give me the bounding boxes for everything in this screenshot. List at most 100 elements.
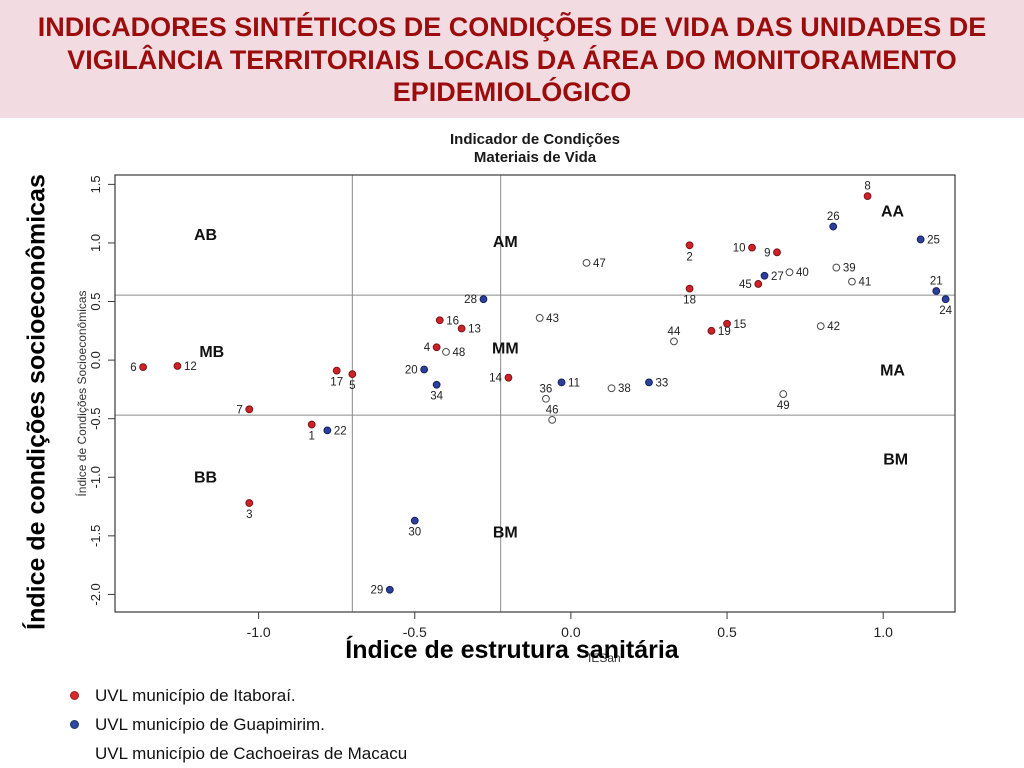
legend-item-cachoeiras: UVL município de Cachoeiras de Macacu — [70, 739, 407, 768]
y-tick-label: -0.5 — [88, 407, 103, 429]
data-point-49 — [779, 390, 788, 398]
zone-label-ma: MA — [880, 363, 905, 380]
point-label-24: 24 — [939, 305, 952, 317]
data-point-13 — [457, 324, 466, 333]
data-point-20 — [420, 365, 429, 374]
data-point-9 — [773, 248, 781, 257]
point-label-49: 49 — [777, 400, 790, 412]
point-label-6: 6 — [130, 362, 136, 374]
point-label-40: 40 — [796, 267, 809, 279]
data-point-8 — [863, 192, 872, 200]
data-point-18 — [685, 284, 694, 293]
slide-header: INDICADORES SINTÉTICOS DE CONDIÇÕES DE V… — [0, 0, 1024, 118]
data-point-26 — [829, 222, 838, 231]
data-point-33 — [645, 378, 653, 387]
data-point-42 — [816, 322, 825, 331]
point-label-11: 11 — [568, 377, 580, 389]
point-label-34: 34 — [430, 391, 443, 403]
data-point-34 — [432, 380, 441, 389]
point-label-26: 26 — [827, 211, 840, 223]
point-label-12: 12 — [184, 361, 197, 373]
data-point-40 — [785, 268, 794, 277]
zone-label-bm: BM — [493, 524, 518, 541]
y-tick-label: -1.0 — [88, 466, 103, 488]
data-point-24 — [941, 295, 950, 304]
x-axis-title-inner: IESan — [588, 651, 621, 665]
data-point-4 — [432, 343, 441, 352]
point-label-41: 41 — [858, 277, 871, 289]
blue-dot-icon — [70, 720, 79, 729]
red-dot-icon — [70, 691, 79, 700]
legend-label-cachoeiras: UVL município de Cachoeiras de Macacu — [95, 743, 408, 763]
y-tick-label: 0.0 — [88, 351, 103, 369]
y-axis-label-inner: Índice de Condições Socioeconômicas — [74, 290, 89, 496]
point-label-5: 5 — [349, 380, 355, 392]
point-label-43: 43 — [546, 313, 559, 325]
data-point-25 — [916, 235, 925, 244]
point-label-16: 16 — [446, 315, 459, 327]
point-label-15: 15 — [734, 319, 747, 331]
chart-legend: UVL município de Itaboraí. UVL município… — [70, 681, 407, 768]
point-label-42: 42 — [827, 321, 840, 333]
plot-border — [114, 174, 956, 613]
data-point-1 — [307, 420, 316, 429]
point-label-3: 3 — [246, 509, 252, 521]
point-label-39: 39 — [843, 263, 856, 275]
y-tick-label: 0.5 — [88, 292, 103, 310]
legend-item-guapimirim: UVL município de Guapimirim. — [70, 710, 407, 739]
data-point-27 — [760, 271, 769, 280]
data-point-10 — [748, 243, 756, 252]
data-point-44 — [670, 337, 678, 346]
data-point-14 — [504, 373, 513, 382]
point-label-46: 46 — [546, 404, 559, 416]
data-point-38 — [607, 384, 616, 393]
x-tick-label: -0.5 — [403, 624, 427, 640]
data-point-15 — [723, 319, 731, 328]
x-tick-label: 0.5 — [717, 624, 737, 640]
zone-label-ab: AB — [194, 227, 217, 244]
data-point-48 — [442, 348, 450, 356]
zone-label-bm: BM — [883, 452, 908, 469]
point-label-10: 10 — [733, 243, 746, 255]
y-tick-label: 1.0 — [88, 234, 103, 252]
point-label-2: 2 — [686, 251, 692, 263]
x-tick-label: 0.0 — [561, 624, 581, 640]
white-dot-icon — [70, 749, 79, 758]
data-point-6 — [139, 363, 148, 372]
data-point-29 — [385, 585, 394, 594]
data-point-36 — [542, 394, 550, 403]
point-label-47: 47 — [593, 258, 606, 270]
legend-label-guapimirim: UVL município de Guapimirim. — [95, 714, 325, 734]
data-point-5 — [348, 370, 357, 379]
data-point-7 — [245, 405, 254, 414]
point-label-20: 20 — [405, 364, 418, 376]
zone-label-bb: BB — [194, 469, 217, 486]
point-label-25: 25 — [927, 234, 940, 246]
point-label-9: 9 — [764, 247, 770, 259]
data-point-47 — [582, 258, 591, 267]
point-label-19: 19 — [718, 326, 731, 338]
point-label-17: 17 — [330, 377, 343, 389]
legend-item-itaborai: UVL município de Itaboraí. — [70, 681, 407, 710]
y-tick-label: -1.5 — [88, 525, 103, 547]
point-label-21: 21 — [930, 275, 943, 287]
chart-title-line: Materiais de Vida — [474, 149, 597, 166]
point-label-27: 27 — [771, 271, 784, 283]
point-label-18: 18 — [683, 295, 696, 307]
zone-label-am: AM — [493, 234, 518, 251]
data-point-22 — [323, 426, 332, 435]
data-point-11 — [557, 378, 566, 387]
zone-label-aa: AA — [881, 203, 905, 220]
point-label-29: 29 — [370, 585, 383, 597]
data-point-3 — [245, 499, 254, 507]
y-tick-label: -2.0 — [88, 583, 103, 605]
point-label-8: 8 — [864, 181, 870, 193]
data-point-45 — [754, 280, 763, 288]
point-label-33: 33 — [655, 377, 668, 389]
data-point-46 — [548, 415, 557, 424]
x-axis-title: Índice de estrutura sanitária — [345, 636, 679, 664]
data-point-28 — [479, 295, 488, 304]
legend-label-itaborai: UVL município de Itaboraí. — [95, 685, 296, 705]
x-axis-title-row: IESan Índice de estrutura sanitária — [0, 636, 1024, 676]
